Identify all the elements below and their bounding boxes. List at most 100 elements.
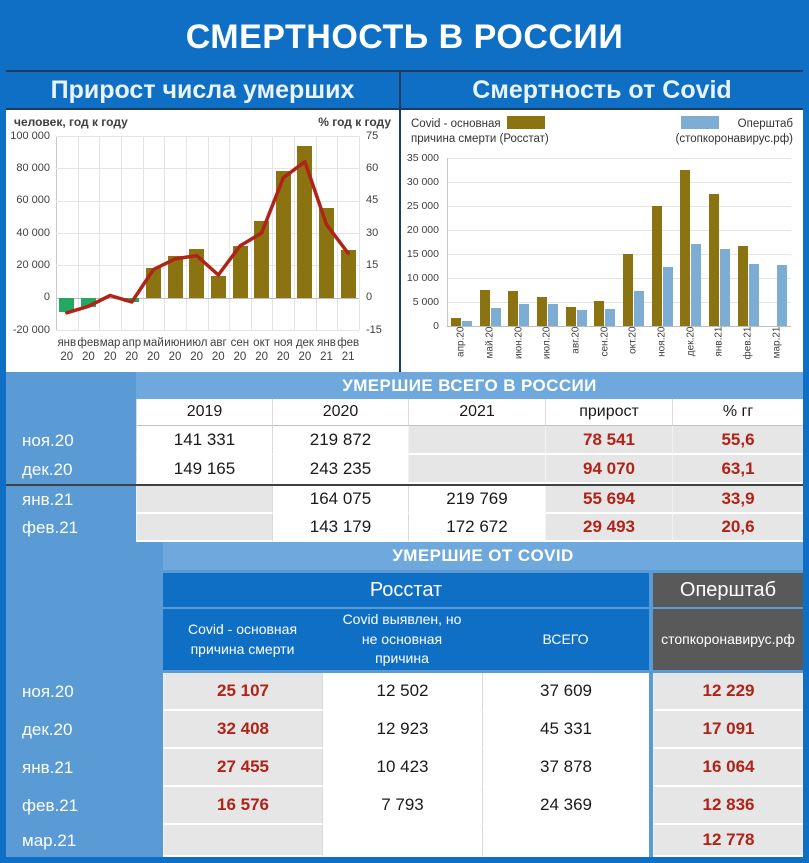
row-label: фев.21	[22, 518, 79, 537]
x-axis-label: фев 21	[337, 337, 360, 363]
bar-rosstat	[708, 194, 719, 326]
y-axis-tick-label: 80 000	[16, 161, 50, 174]
gridline	[56, 297, 359, 299]
bar-opershtab	[691, 244, 702, 326]
table-cell: 143 179	[272, 514, 408, 542]
x-axis-label: янв 21	[317, 337, 336, 363]
year-divider	[6, 484, 803, 486]
table-cell: 37 609	[482, 673, 649, 711]
gridline	[56, 265, 359, 267]
y-axis-line	[447, 158, 448, 326]
sub-column-header: Covid выявлен, но не основная причина	[322, 607, 482, 670]
table-cell: 243 235	[272, 455, 408, 484]
covid-deaths-table: УМЕРШИЕ ОТ COVID Росстат Оперштаб Covid - о…	[6, 542, 803, 857]
sub-column-header: ВСЕГО	[482, 607, 649, 670]
gridline	[447, 182, 791, 183]
table-cell: 12 229	[653, 673, 803, 711]
x-axis-label: янв.21	[713, 326, 725, 357]
page-title: СМЕРТНОСТЬ В РОССИИ	[6, 6, 803, 70]
table-cell: 7 793	[322, 787, 482, 825]
x-axis-label: дек 20	[295, 337, 314, 363]
bar-rosstat	[536, 297, 547, 326]
x-axis-label: сен.20	[599, 326, 611, 357]
table-cell: 45 331	[482, 711, 649, 749]
y-axis-right-tick-label: 30	[366, 226, 379, 239]
total-deaths-table: УМЕРШИЕ ВСЕГО В РОССИИ 2019 2020 2021 прирос…	[6, 372, 803, 542]
table-cell: 12 923	[322, 711, 482, 749]
x-axis-label: апр.20	[455, 326, 467, 357]
table-cell: 94 070	[545, 455, 672, 484]
divider-line	[401, 108, 803, 110]
y-axis-tick-label: 20 000	[406, 224, 439, 236]
bar-opershtab	[605, 309, 616, 326]
gridline	[447, 254, 791, 255]
row-label: дек.20	[22, 459, 73, 479]
bar-rosstat	[565, 307, 576, 326]
left-axis-title: человек, год к году	[14, 115, 128, 129]
x-axis-label: июл 20	[185, 337, 208, 363]
x-axis-label: сен 20	[230, 337, 250, 363]
table-cell: 12 502	[322, 673, 482, 711]
bar-deaths-increase	[275, 170, 291, 298]
group-header-rosstat: Росстат	[163, 573, 649, 607]
bar-rosstat	[737, 246, 748, 326]
table-cell: 55,6	[672, 426, 803, 455]
y-axis-right-tick-label: 15	[366, 258, 379, 271]
legend-line2: причина смерти (Росстат)	[411, 133, 549, 145]
gridline	[56, 233, 359, 234]
table-cell: 29 493	[545, 514, 672, 542]
y-axis-tick-label: 35 000	[406, 152, 439, 164]
table-cell	[482, 825, 649, 857]
row-label: мар.21	[22, 831, 77, 850]
table-cell: 149 165	[136, 455, 272, 484]
bar-deaths-increase	[297, 145, 313, 298]
x-axis-label: май 20	[143, 337, 164, 363]
x-axis-label: июл.20	[541, 326, 553, 360]
bar-deaths-increase	[254, 220, 270, 298]
deaths-increase-chart: человек, год к году % год к году 100 000…	[6, 110, 399, 372]
bar-opershtab	[633, 290, 644, 326]
legend-swatch	[680, 116, 719, 129]
x-axis-label: окт.20	[627, 326, 639, 354]
bar-opershtab	[547, 304, 558, 326]
table-cell: 16 064	[653, 749, 803, 787]
bar-rosstat	[680, 170, 691, 326]
bar-opershtab	[576, 310, 587, 326]
table-cell: 219 769	[408, 486, 545, 514]
pct-yoy-line	[65, 159, 350, 315]
gridline	[447, 230, 791, 231]
x-axis-label: июн 20	[164, 337, 186, 363]
bar-deaths-increase	[124, 297, 140, 302]
bar-rosstat	[594, 300, 605, 326]
table-cell	[408, 455, 545, 484]
sub-column-header: Covid - основная причина смерти	[163, 607, 322, 670]
x-axis-label: янв 20	[57, 337, 77, 363]
x-axis-label: авг.20	[570, 326, 582, 354]
bar-deaths-increase	[59, 297, 75, 313]
column-header: 2020	[272, 399, 408, 426]
bar-deaths-increase	[145, 267, 161, 298]
sub-column-header: стопкоронавирус.рф	[653, 607, 803, 670]
legend-line1-row: Covid - основная	[411, 116, 549, 132]
bar-deaths-increase	[340, 250, 356, 298]
row-label: ноя.20	[22, 430, 74, 450]
bar-rosstat	[479, 289, 490, 326]
y-axis-tick-label: 40 000	[16, 226, 50, 239]
right-axis-title: % год к году	[318, 115, 391, 129]
table-cell: 20,6	[672, 514, 803, 542]
gridline	[447, 206, 791, 207]
y-axis-right-tick-label: 60	[366, 161, 379, 174]
left-chart-title: Прирост числа умерших	[6, 72, 399, 108]
x-axis-label: авг 20	[209, 337, 227, 363]
y-axis-tick-label: 5 000	[412, 296, 439, 308]
table-cell: 33,9	[672, 486, 803, 514]
row-label: дек.20	[22, 720, 73, 739]
table-cell: 219 872	[272, 426, 408, 455]
legend-swatch	[507, 116, 545, 129]
x-axis-label: дек.20	[685, 326, 697, 357]
gridline	[447, 326, 791, 327]
tables-section: УМЕРШИЕ ВСЕГО В РОССИИ 2019 2020 2021 прирос…	[6, 372, 803, 857]
table-total-title: УМЕРШИЕ ВСЕГО В РОССИИ	[136, 372, 803, 399]
table-cell	[163, 825, 322, 857]
